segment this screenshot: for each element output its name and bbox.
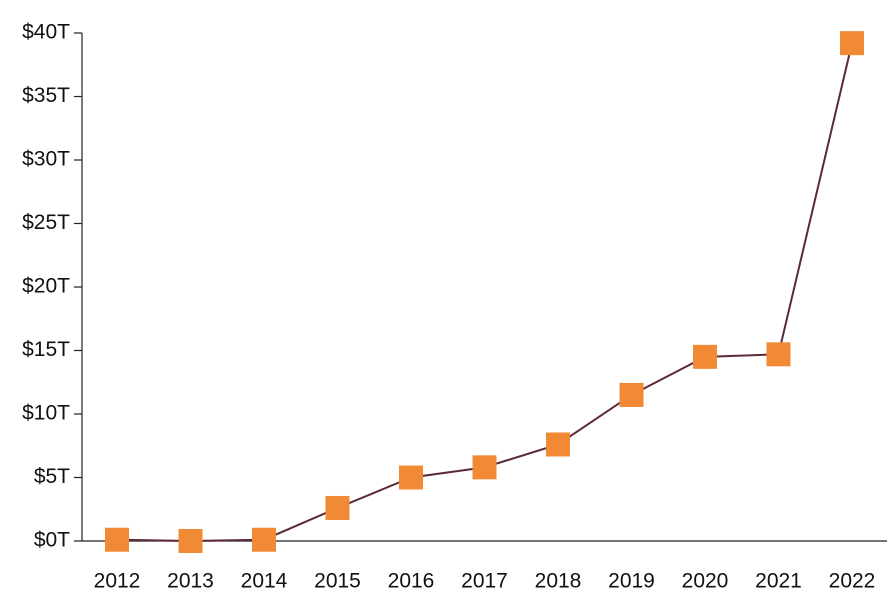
x-tick-label: 2014 [241, 570, 288, 593]
x-tick-label: 2016 [388, 570, 435, 593]
x-tick-label: 2013 [167, 570, 214, 593]
marker [325, 495, 350, 520]
x-tick-label: 2019 [608, 570, 655, 593]
y-tick-label: $40T [22, 21, 70, 44]
x-tick-label: 2012 [94, 570, 141, 593]
y-tick-label: $30T [22, 148, 70, 171]
x-tick-label: 2018 [535, 570, 582, 593]
x-tick-label: 2020 [682, 570, 729, 593]
y-tick-label: $20T [22, 275, 70, 298]
y-tick-label: $0T [34, 529, 70, 552]
y-tick-label: $10T [22, 402, 70, 425]
marker [840, 31, 864, 56]
x-tick-label: 2015 [314, 570, 361, 593]
x-tick-label: 2017 [461, 570, 508, 593]
marker [178, 529, 203, 553]
marker [619, 382, 644, 407]
marker [693, 344, 717, 369]
x-tick-label: 2022 [829, 570, 876, 593]
y-tick-label: $15T [22, 338, 70, 361]
y-tick-label: $5T [34, 465, 70, 488]
y-tick-label: $35T [22, 84, 70, 107]
marker [472, 455, 497, 480]
marker [766, 342, 791, 367]
y-tick-label: $25T [22, 211, 70, 234]
marker [252, 527, 276, 552]
marker [105, 527, 129, 552]
x-tick-label: 2021 [755, 570, 802, 593]
marker [399, 465, 423, 490]
marker [546, 432, 570, 457]
